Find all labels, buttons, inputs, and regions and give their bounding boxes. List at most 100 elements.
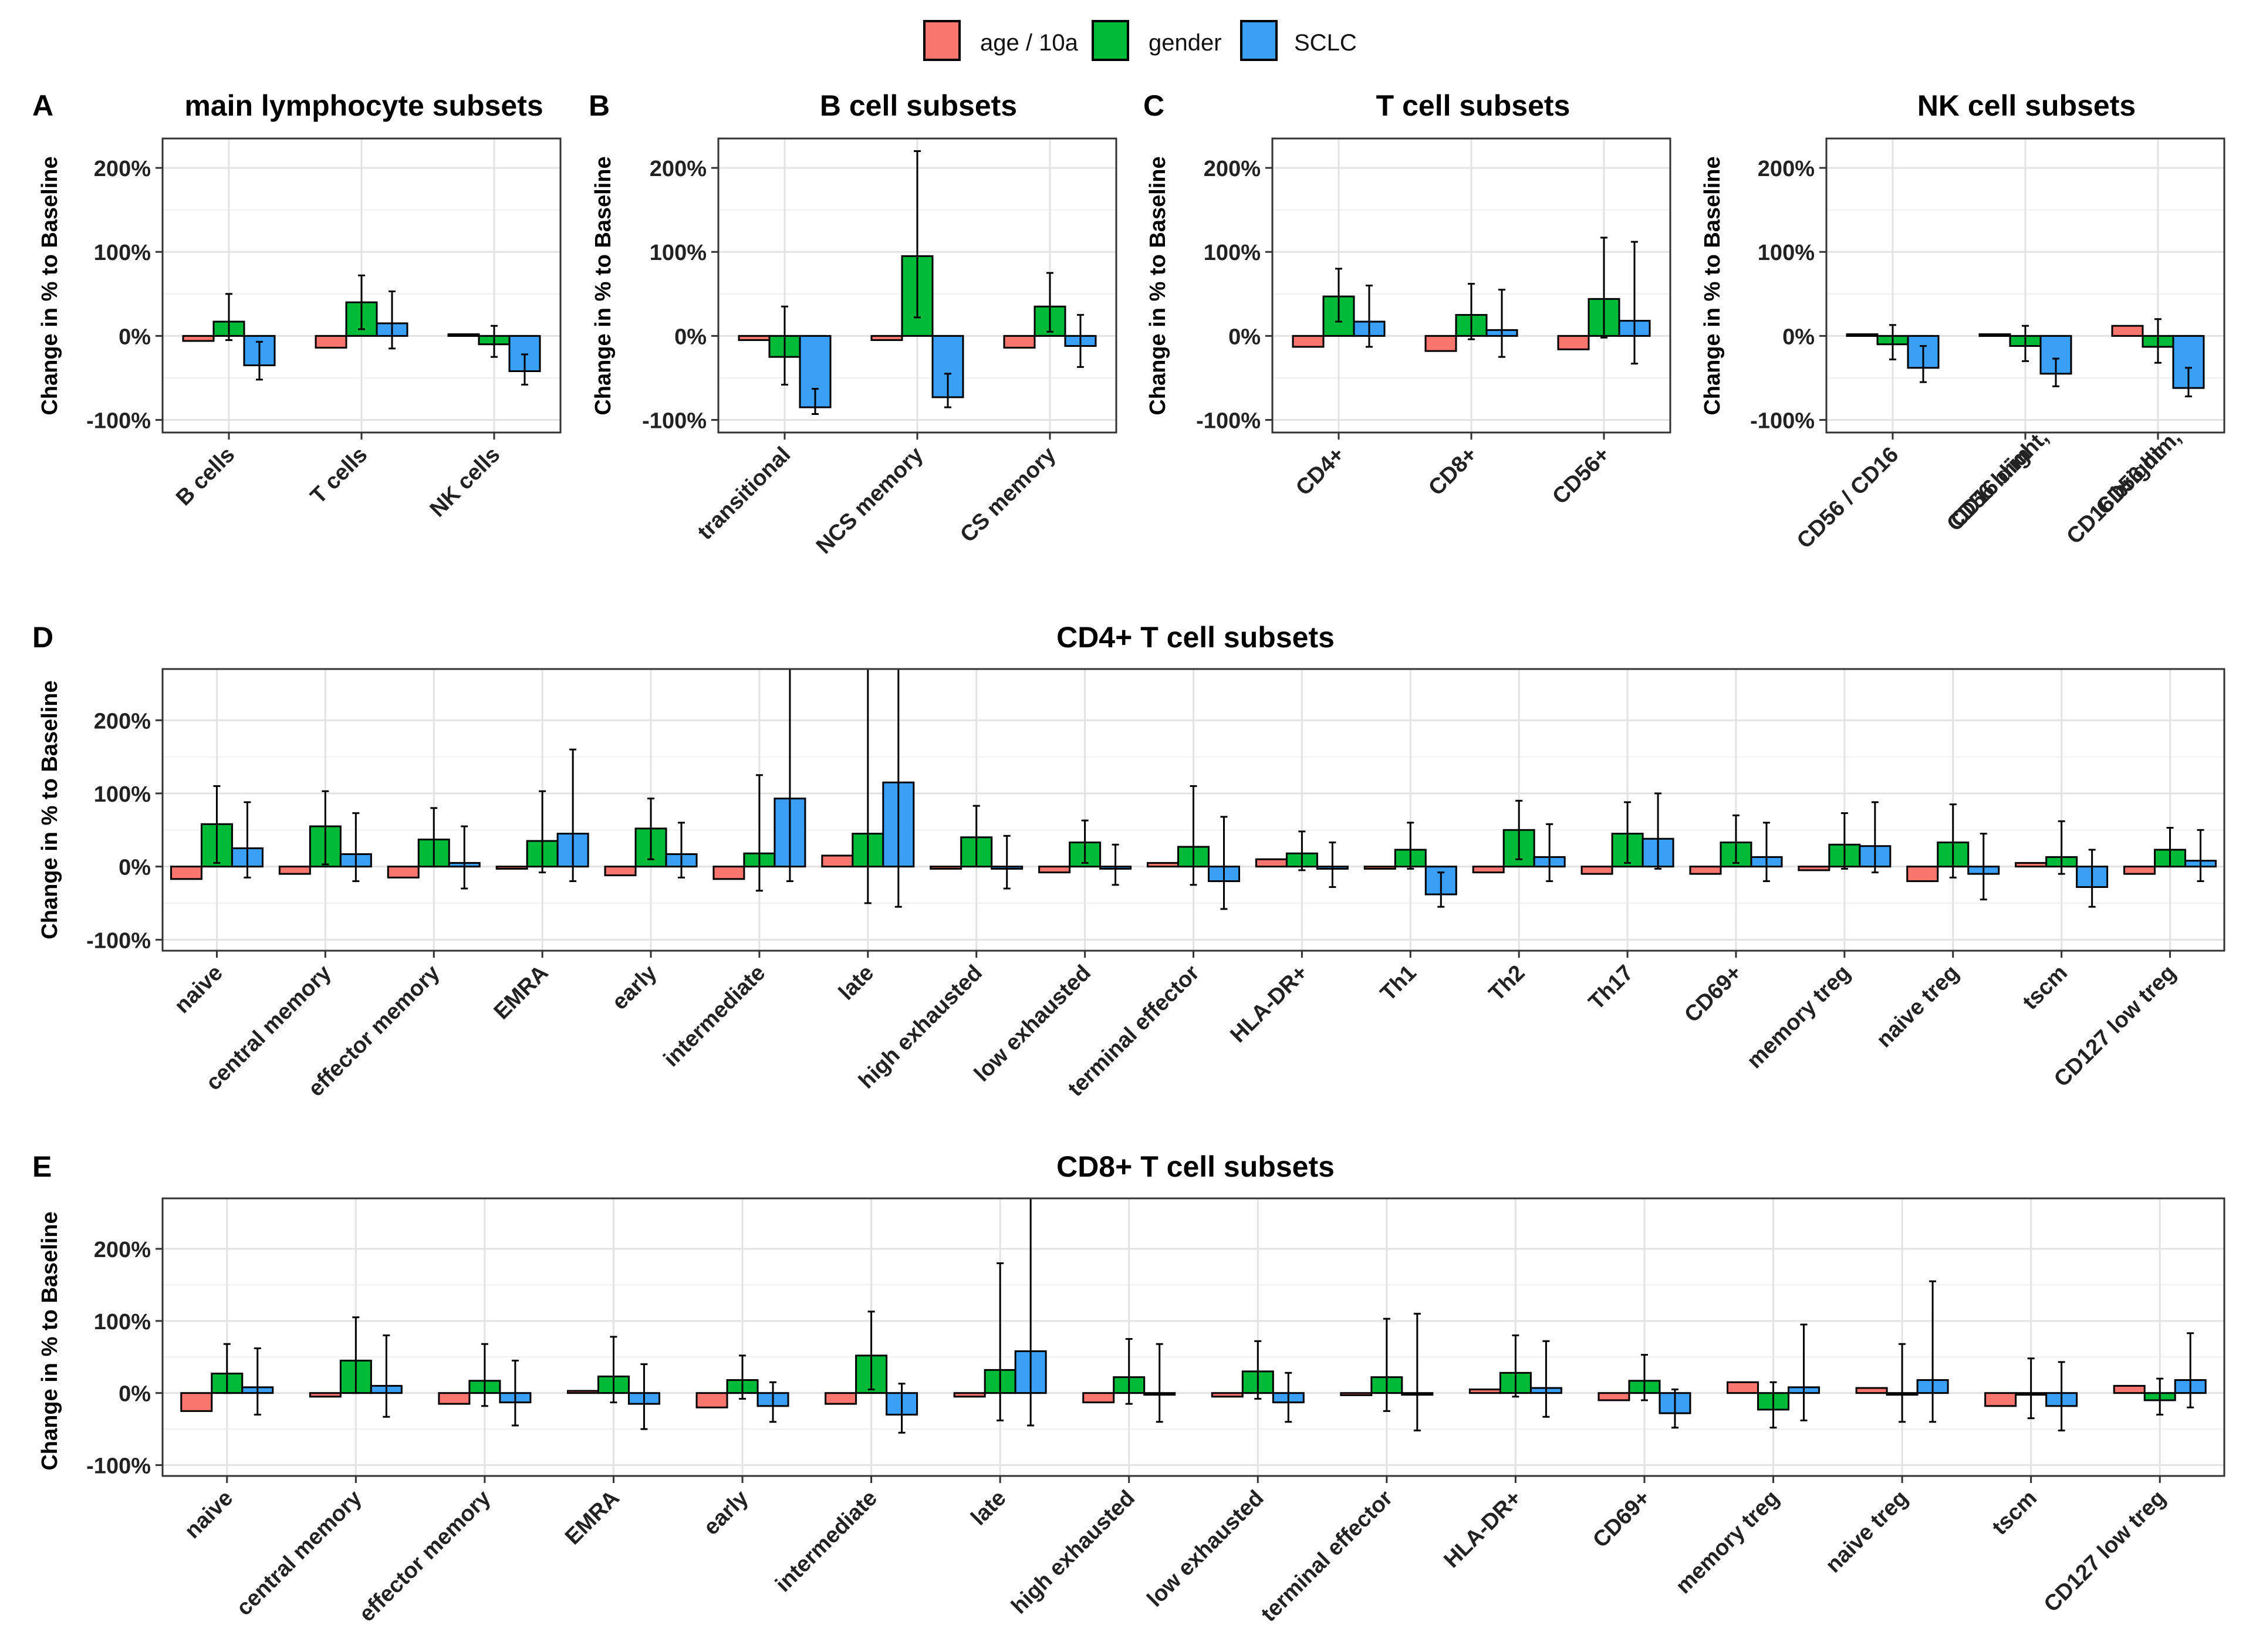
error-bar-gender bbox=[864, 669, 872, 904]
bar-age bbox=[309, 1392, 342, 1398]
legend-swatch-gender bbox=[1092, 20, 1129, 61]
y-axis-title-e: Change in % to Baseline bbox=[38, 1211, 62, 1470]
y-tick-label: 200% bbox=[650, 157, 707, 181]
y-tick-label: -100% bbox=[1750, 409, 1815, 434]
error-bar-gender bbox=[2154, 318, 2161, 364]
error-bar-gender bbox=[322, 790, 329, 866]
bar-age bbox=[1255, 858, 1288, 868]
error-bar-gender bbox=[430, 807, 438, 868]
error-bar-sclc bbox=[256, 340, 263, 381]
error-bar-sclc bbox=[2088, 849, 2096, 908]
error-bar-sclc bbox=[1156, 1343, 1163, 1423]
panel-border bbox=[161, 1197, 2225, 1477]
error-bar-gender bbox=[358, 274, 365, 330]
bar-age bbox=[278, 866, 311, 875]
error-bar-sclc bbox=[1871, 801, 1879, 874]
legend: age / 10a gender SCLC bbox=[923, 20, 1357, 61]
bar-age bbox=[566, 1390, 599, 1394]
error-bar-sclc bbox=[1800, 1323, 1808, 1421]
panel-letter-e: E bbox=[32, 1150, 52, 1183]
error-bar-sclc bbox=[521, 353, 528, 386]
bar-age bbox=[495, 866, 528, 870]
y-axis-title-b: Change in % to Baseline bbox=[591, 156, 616, 415]
error-bar-sclc bbox=[1631, 241, 1638, 365]
bar-age bbox=[1580, 866, 1613, 875]
bar-age bbox=[953, 1392, 986, 1398]
error-bar-sclc bbox=[1929, 1280, 1937, 1423]
error-bar-sclc bbox=[1437, 871, 1445, 908]
error-bar-gender bbox=[972, 805, 980, 868]
y-tick-label: -100% bbox=[86, 1454, 151, 1479]
error-bar-sclc bbox=[1329, 841, 1336, 889]
error-bar-sclc bbox=[1285, 1371, 1292, 1423]
bar-age bbox=[1846, 333, 1879, 337]
error-bar-gender bbox=[1298, 830, 1306, 871]
error-bar-gender bbox=[781, 305, 788, 386]
error-bar-gender bbox=[1125, 1338, 1133, 1405]
error-bar-sclc bbox=[1027, 1198, 1035, 1427]
error-bar-sclc bbox=[1112, 843, 1119, 886]
error-bar-sclc bbox=[352, 812, 360, 883]
legend-swatch-sclc bbox=[1240, 20, 1278, 61]
error-bar-gender bbox=[1081, 819, 1089, 864]
bars bbox=[180, 1198, 2207, 1434]
bars bbox=[170, 669, 2217, 910]
error-bar-gender bbox=[1624, 801, 1632, 864]
error-bar-gender bbox=[223, 1343, 231, 1394]
error-bar-sclc bbox=[461, 825, 468, 890]
error-bar-gender bbox=[1515, 799, 1523, 860]
error-bar-gender bbox=[997, 1262, 1004, 1421]
bar-age bbox=[1082, 1392, 1115, 1404]
panel-title-d: CD4+ T cell subsets bbox=[1056, 621, 1335, 654]
bar-age bbox=[1292, 335, 1325, 348]
error-bar-sclc bbox=[1546, 823, 1553, 883]
error-bar-gender bbox=[352, 1316, 360, 1394]
error-bar-gender bbox=[1640, 1354, 1648, 1401]
legend-label-age: age / 10a bbox=[980, 30, 1079, 56]
error-bar-gender bbox=[2058, 820, 2065, 875]
bar-age bbox=[930, 866, 962, 870]
error-bar-gender bbox=[1335, 268, 1342, 323]
bar-age bbox=[182, 335, 215, 342]
panel-title-nk: NK cell subsets bbox=[1917, 89, 2136, 122]
error-bar-gender bbox=[2166, 827, 2174, 868]
bar-age bbox=[315, 335, 347, 349]
bar-age bbox=[1147, 862, 1179, 868]
error-bar-gender bbox=[1190, 785, 1197, 886]
error-bar-gender bbox=[1407, 822, 1414, 870]
error-bar-gender bbox=[1732, 814, 1740, 864]
error-bar-sclc bbox=[1762, 822, 1770, 883]
error-bar-sclc bbox=[2197, 829, 2204, 883]
error-bar-sclc bbox=[1542, 1340, 1550, 1418]
error-bar-sclc bbox=[1654, 792, 1662, 870]
error-bar-sclc bbox=[1413, 1313, 1421, 1432]
y-tick-label: 200% bbox=[94, 157, 151, 181]
error-bar-gender bbox=[2156, 1377, 2164, 1416]
error-bar-sclc bbox=[244, 801, 251, 879]
bar-age bbox=[1978, 333, 2011, 337]
error-bar-gender bbox=[1383, 1317, 1390, 1412]
y-tick-label: -100% bbox=[1196, 409, 1261, 434]
error-bar-gender bbox=[1468, 283, 1475, 340]
panel-letter-d: D bbox=[32, 621, 53, 654]
bar-age bbox=[2113, 1384, 2146, 1394]
bar-age bbox=[438, 1392, 471, 1405]
y-tick-label: 100% bbox=[1758, 241, 1815, 265]
error-bar-sclc bbox=[894, 669, 902, 908]
y-tick-label: 100% bbox=[94, 1310, 151, 1335]
bar-age bbox=[1557, 335, 1590, 350]
y-tick-label: -100% bbox=[86, 409, 151, 434]
error-bar-sclc bbox=[383, 1334, 390, 1418]
error-bar-sclc bbox=[678, 822, 685, 879]
y-axis-title-a: Change in % to Baseline bbox=[38, 156, 62, 415]
y-tick-label: -100% bbox=[642, 409, 707, 434]
y-tick-label: 0% bbox=[119, 325, 151, 349]
y-tick-label: 0% bbox=[1228, 325, 1261, 349]
y-axis-title-d: Change in % to Baseline bbox=[38, 680, 62, 939]
bar-age bbox=[604, 866, 637, 877]
bar-age bbox=[170, 866, 202, 880]
error-bar-sclc bbox=[389, 290, 396, 350]
bar-age bbox=[447, 333, 480, 337]
bar-age bbox=[712, 866, 745, 880]
bar-age bbox=[1363, 866, 1396, 870]
